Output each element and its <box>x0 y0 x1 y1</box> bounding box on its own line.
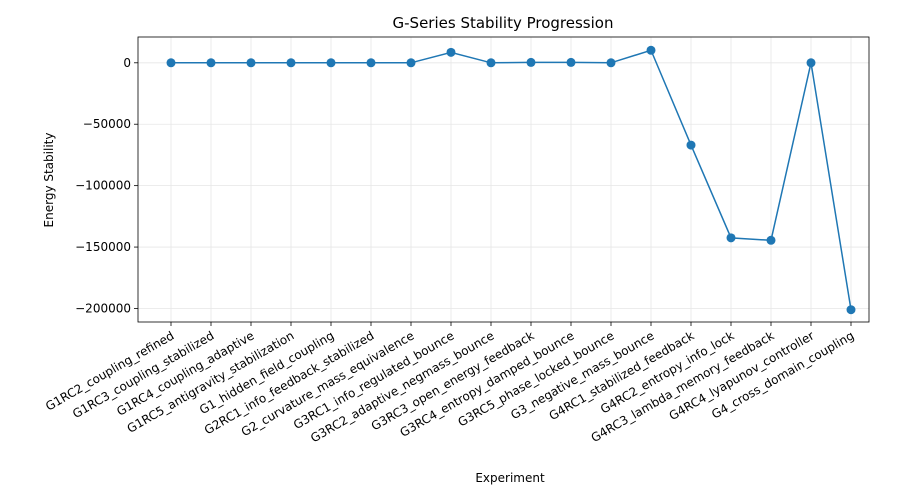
data-point <box>326 58 336 68</box>
data-point <box>646 45 656 55</box>
data-point <box>846 305 856 315</box>
x-axis-ticks: G1RC2_coupling_refinedG1RC3_coupling_sta… <box>43 322 857 445</box>
data-point <box>246 58 256 68</box>
data-point <box>166 58 176 68</box>
grid-lines <box>138 37 869 322</box>
y-tick-label: −150000 <box>75 240 131 254</box>
data-point <box>726 233 736 243</box>
plot-frame <box>137 36 870 323</box>
data-point <box>286 58 296 68</box>
data-point <box>366 58 376 68</box>
data-point <box>766 235 776 245</box>
data-point <box>526 57 536 67</box>
y-tick-label: −100000 <box>75 179 131 193</box>
x-axis-label: Experiment <box>475 471 545 485</box>
y-axis-ticks: 0 −50000 −100000 −150000 −200000 <box>75 56 138 315</box>
data-point <box>406 58 416 68</box>
data-point <box>566 57 576 67</box>
data-point <box>486 58 496 68</box>
data-point <box>686 140 696 150</box>
series-line-group <box>171 49 852 310</box>
y-tick-label: 0 <box>123 56 131 70</box>
y-tick-label: −200000 <box>75 301 131 315</box>
data-point <box>446 47 456 57</box>
data-point <box>806 58 816 68</box>
chart-title: G-Series Stability Progression <box>393 14 614 32</box>
series-line <box>171 49 852 310</box>
y-axis-label: Energy Stability <box>42 133 56 228</box>
y-tick-label: −50000 <box>83 117 131 131</box>
data-point <box>206 58 216 68</box>
data-points <box>166 45 856 315</box>
data-point <box>606 58 616 68</box>
